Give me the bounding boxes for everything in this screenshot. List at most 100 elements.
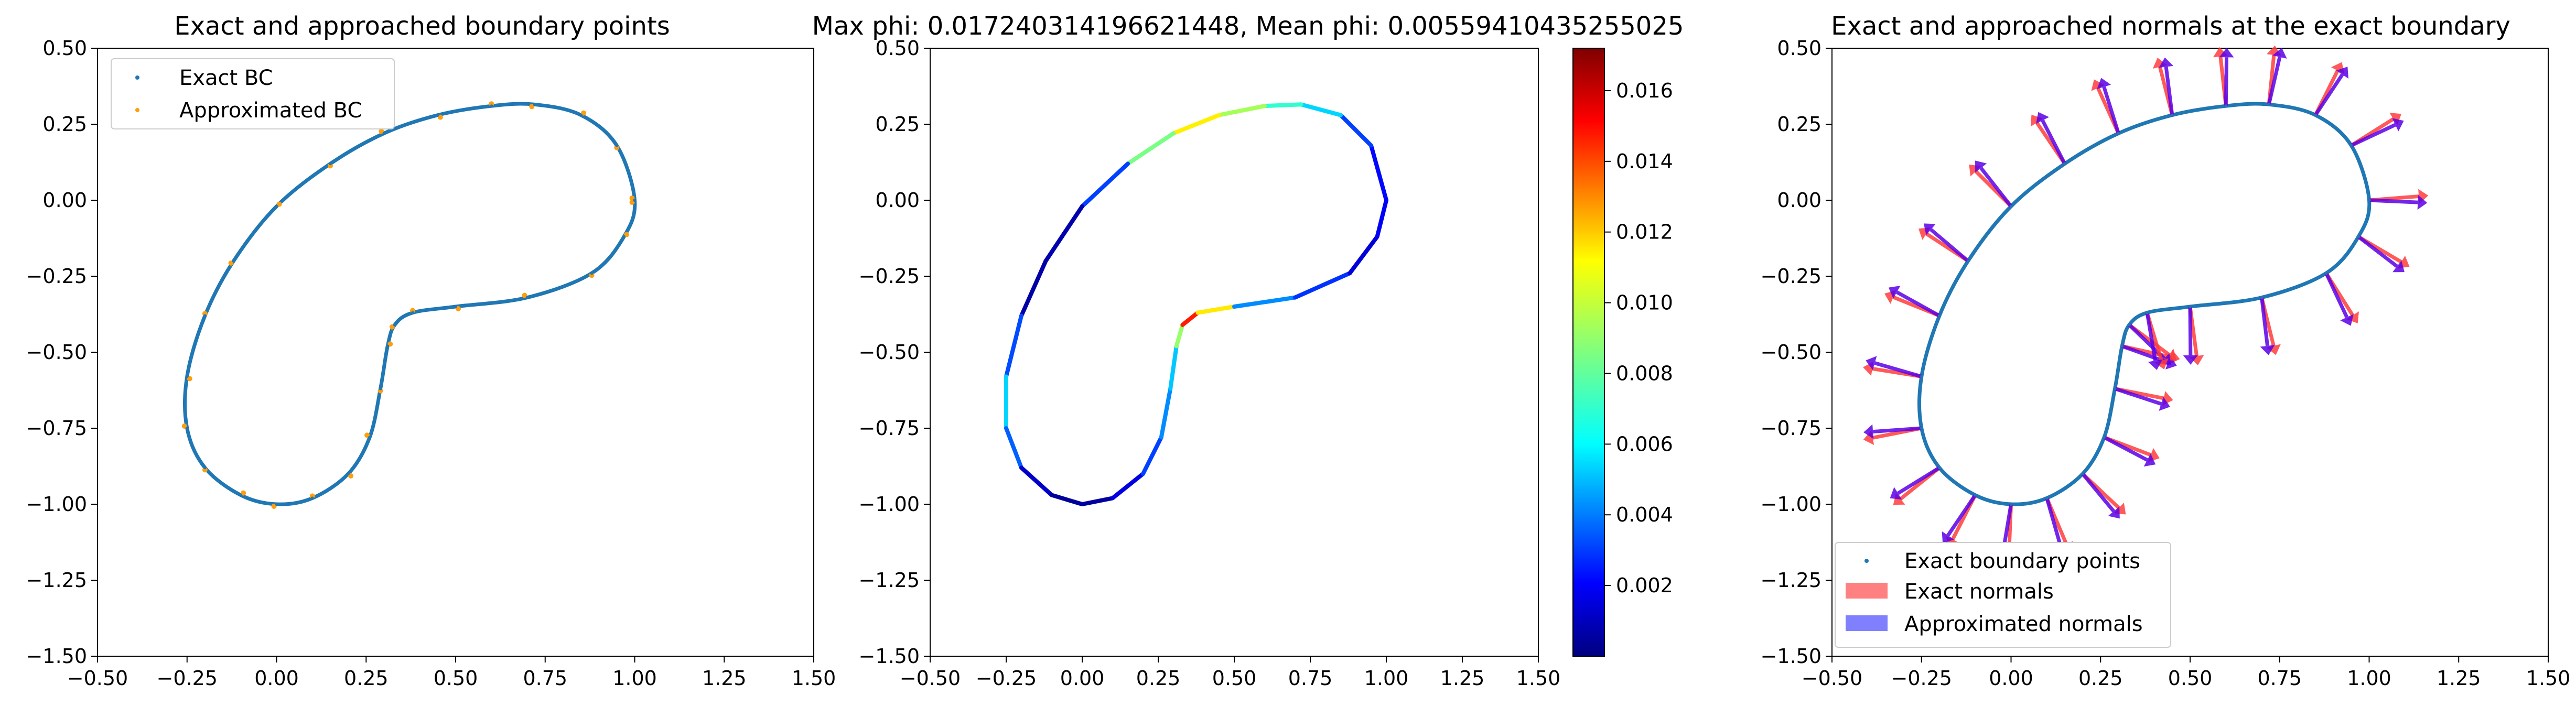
exact-boundary-point xyxy=(1920,375,1923,378)
exact-bc-point xyxy=(579,113,583,117)
x-tick-label: 1.50 xyxy=(2526,667,2571,690)
phi-segment xyxy=(1080,496,1115,506)
y-tick-label: 0.00 xyxy=(1777,189,1821,212)
exact-boundary-point xyxy=(2120,344,2124,348)
phi-segment xyxy=(1004,426,1023,470)
exact-boundary-point xyxy=(2357,235,2361,238)
y-tick-label: −0.50 xyxy=(26,341,87,364)
legend-label-exact-bc: Exact BC xyxy=(179,66,273,90)
exact-boundary-point xyxy=(2063,162,2066,166)
y-tick-label: −1.00 xyxy=(26,493,87,516)
x-tick-label: 0.75 xyxy=(523,667,567,690)
x-tick-label: 0.75 xyxy=(2257,667,2302,690)
exact-boundary-point xyxy=(2267,103,2271,106)
exact-bc-point xyxy=(525,296,529,299)
x-tick-label: 1.00 xyxy=(1364,667,1409,690)
y-tick-label: −1.25 xyxy=(26,569,87,592)
approximated-normal-arrow xyxy=(1890,466,1941,500)
y-tick-label: −0.50 xyxy=(1761,341,1821,364)
y-tick-label: 0.00 xyxy=(42,189,87,212)
exact-bc-point xyxy=(275,204,278,208)
legend-marker-exact-normals xyxy=(1846,583,1888,599)
exact-boundary-point xyxy=(2170,113,2174,117)
legend: Exact boundary points Exact normals Appr… xyxy=(1835,542,2171,648)
phi-segment xyxy=(1339,113,1373,148)
x-tick-label: 0.50 xyxy=(1212,667,1257,690)
exact-bc-point xyxy=(533,103,536,106)
axis-ticks: −0.50 −0.25 0.00 0.25 0.50 0.75 1.00 1.25 1.50 0.… xyxy=(26,37,836,690)
legend-box xyxy=(111,58,395,129)
y-tick-label: 0.50 xyxy=(1777,37,1821,60)
plot-area xyxy=(930,48,1539,657)
phi-segment xyxy=(1168,344,1179,391)
x-tick-label: 0.25 xyxy=(344,667,389,690)
exact-boundary-point xyxy=(2314,113,2318,117)
exact-boundary-point xyxy=(2146,311,2149,314)
x-tick-label: −0.50 xyxy=(67,667,128,690)
exact-bc-point xyxy=(386,344,390,348)
y-tick-label: −1.50 xyxy=(859,645,920,668)
phi-segment xyxy=(1174,322,1185,349)
exact-boundary-point xyxy=(2009,204,2013,208)
approximated-normal-arrow xyxy=(2219,48,2234,106)
exact-bc-point xyxy=(203,466,207,470)
colorbar-tick-label: 0.006 xyxy=(1616,432,1673,455)
exact-boundary-point xyxy=(1920,427,1923,430)
x-tick-label: 1.50 xyxy=(1516,667,1561,690)
exact-bc-point xyxy=(239,493,243,497)
colorbar: 0.016 0.014 0.012 0.010 0.008 0.006 0.004 0.002 xyxy=(1572,48,1673,657)
exact-boundary-point xyxy=(2260,296,2264,299)
y-tick-label: −0.25 xyxy=(859,265,920,288)
exact-bc-point xyxy=(411,311,415,314)
approximated-normal-arrow xyxy=(2183,306,2198,365)
y-tick-label: −1.25 xyxy=(1761,569,1821,592)
legend-box xyxy=(1835,542,2171,648)
phi-segment xyxy=(1019,465,1054,497)
y-tick-label: −0.75 xyxy=(26,417,87,440)
y-tick-label: 0.25 xyxy=(875,113,920,136)
axis-ticks: −0.50 −0.25 0.00 0.25 0.50 0.75 1.00 1.25 1.50 0.… xyxy=(859,37,1561,690)
exact-bc-point xyxy=(310,496,314,500)
exact-boundary-point xyxy=(2117,132,2120,135)
exact-bc-point xyxy=(368,436,372,439)
legend: Exact BC Approximated BC xyxy=(111,58,395,129)
exact-bc-point xyxy=(436,113,439,117)
approximated-normal-arrow xyxy=(2350,118,2404,147)
phi-segment xyxy=(1180,310,1200,327)
exact-boundary-point xyxy=(2081,472,2085,475)
exact-boundary-curve xyxy=(1917,102,2372,506)
y-tick-label: −0.50 xyxy=(859,341,920,364)
phi-segment xyxy=(1126,131,1176,166)
exact-boundary-point xyxy=(2113,387,2117,390)
exact-boundary-point xyxy=(2367,199,2371,202)
approximated-normal-arrow xyxy=(2145,312,2163,370)
x-tick-label: −0.50 xyxy=(900,667,961,690)
y-tick-label: −0.25 xyxy=(1761,265,1821,288)
exact-bc-point xyxy=(275,503,278,506)
phi-segment xyxy=(1043,204,1084,263)
colorbar-gradient xyxy=(1572,48,1605,657)
x-tick-label: −0.25 xyxy=(1891,667,1952,690)
legend-label-approximated-normals: Approximated normals xyxy=(1904,612,2143,636)
approximated-normal-arrow xyxy=(2369,195,2428,210)
phi-segment xyxy=(1171,113,1221,136)
exact-bc-point xyxy=(590,271,594,275)
exact-boundary-point xyxy=(1974,493,1977,497)
colorbar-tick-label: 0.014 xyxy=(1616,150,1673,173)
approximated-normal-arrow xyxy=(2314,67,2349,116)
exact-bc-point xyxy=(232,259,235,263)
phi-segment xyxy=(1293,271,1352,300)
chart-title: Exact and approached boundary points xyxy=(174,12,670,41)
colorbar-tick-label: 0.016 xyxy=(1616,79,1673,102)
legend-marker-exact-bc xyxy=(135,75,139,80)
exact-bc-point xyxy=(328,162,332,166)
x-tick-label: 0.75 xyxy=(1288,667,1333,690)
approximated-normal-arrow xyxy=(1888,286,1941,318)
phi-segment xyxy=(1195,305,1236,315)
x-tick-label: 1.00 xyxy=(612,667,657,690)
chart-title: Max phi: 0.017240314196621448, Mean phi:… xyxy=(812,12,1684,41)
approximated-normal-arrow xyxy=(1863,424,1922,439)
y-tick-label: 0.25 xyxy=(1777,113,1821,136)
exact-bc-point xyxy=(379,387,382,390)
exact-bc-point xyxy=(633,199,637,202)
